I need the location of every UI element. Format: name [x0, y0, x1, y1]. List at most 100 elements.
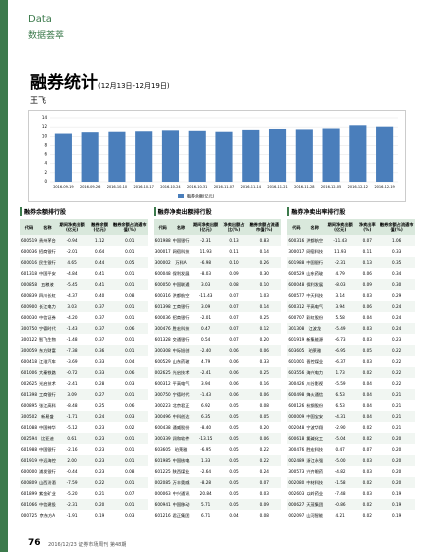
cell: 000858	[20, 279, 38, 290]
cell: 0.25	[94, 403, 105, 408]
row: 002603 以岭药业 -7.48 0.03 0.19	[287, 488, 415, 499]
cell: 600707	[288, 315, 305, 320]
cell: 以岭药业	[306, 490, 324, 496]
legend-swatch	[178, 194, 184, 198]
cell: 6.53	[335, 403, 345, 408]
x-tick-label: 2016-11-21	[267, 185, 287, 189]
cell: -6.73	[334, 337, 346, 342]
cell: 0.07	[247, 477, 282, 488]
cell: 600312	[287, 301, 306, 312]
cell: -13.15	[190, 433, 221, 444]
cell: 0.02	[356, 433, 379, 444]
cell: 0.29	[392, 293, 402, 298]
cell: 002625	[153, 367, 172, 378]
cell: 0.10	[220, 257, 248, 268]
cell: 1.06	[378, 235, 416, 246]
column-header: 融券余额(亿元)	[87, 219, 112, 235]
cell: 3.14	[335, 293, 345, 298]
column-header: 净卖出率(%)	[356, 219, 379, 235]
bar	[322, 128, 340, 182]
cell: 平高电气	[172, 380, 190, 386]
row: 300017 网宿科技 11.93 0.11 0.33	[287, 246, 415, 257]
bar	[54, 133, 72, 182]
row: 600312 平高电气 3.94 0.06 0.24	[287, 301, 416, 312]
cell: 0.03	[356, 323, 379, 334]
cell: 0.07	[220, 323, 248, 334]
row: 300308 中际旭创 -2.40 0.06 0.06	[153, 345, 282, 356]
row: 601006 大秦铁路 -0.72 0.33 0.06	[20, 367, 148, 378]
cell: 五粮液	[38, 279, 57, 290]
table-block: 融券余额排行股 代码 名称 期间净卖出额(亿元) 融券余额(亿元) 融券余额占流通市值(%…	[20, 207, 148, 521]
cell: 0.33	[87, 367, 112, 378]
cell: 0.20	[392, 469, 402, 474]
cell: 0.20	[87, 499, 112, 510]
cell: 0.08	[125, 293, 135, 298]
cell: 0.02	[125, 425, 135, 430]
cell: 20.84	[199, 491, 212, 496]
cell: -11.43	[324, 235, 357, 246]
cell: 1.33	[190, 455, 221, 466]
cell: 中天科技	[306, 292, 324, 298]
cell: 600016	[20, 257, 38, 268]
row: 600809 山西汾酒 -7.59 0.22 0.01	[20, 477, 148, 488]
cell: 0.05	[356, 345, 379, 356]
section: Data	[28, 14, 52, 25]
row: 300502 新易盛 -1.71 0.24 0.03	[20, 411, 148, 422]
cell: 600000	[21, 469, 37, 474]
cell: 0.36	[87, 345, 112, 356]
row: 301308 江波龙 -5.49 0.03 0.24	[287, 323, 416, 334]
cell: 0.01	[111, 433, 148, 444]
row: 600126 杭钢股份 6.53 0.04 0.21	[287, 400, 415, 411]
x-tick-label: 2016-10-24	[160, 185, 181, 189]
cell: 0.22	[259, 447, 269, 452]
cell: 0.09	[356, 279, 379, 290]
row: 600312 平高电气 3.94 0.06 0.16	[154, 378, 282, 389]
cell: 5.58	[335, 315, 345, 320]
cell: 洪都航空	[305, 235, 325, 246]
row: 601899 紫金矿业 -5.20 0.21 0.07	[20, 488, 148, 499]
cell: -7.38	[56, 345, 88, 356]
cell: 招商银行	[172, 314, 190, 320]
column-header: 净卖出额占比(%)	[220, 219, 248, 235]
bar	[349, 125, 367, 182]
cell: 300059	[20, 345, 38, 356]
cell: 600895	[21, 403, 37, 408]
cell: -1.71	[56, 411, 88, 422]
cell: 11.93	[334, 249, 347, 254]
cell: 300496	[153, 411, 172, 422]
cell: 智飞生物	[39, 336, 56, 342]
cell: 600529	[154, 359, 171, 364]
column-header: 期间净卖出额(亿元)	[56, 219, 88, 235]
cell: 0.03	[362, 337, 372, 342]
cell: 张江高科	[39, 402, 56, 408]
row: 601001 晋控煤业 -6.37 0.03 0.22	[287, 356, 415, 367]
cell: 4.79	[335, 271, 345, 276]
cell: 中国核电	[171, 455, 191, 466]
cell: 宁德时代	[38, 323, 57, 334]
row: 600418 江淮汽车 -3.69 0.33 0.04	[20, 356, 148, 367]
row: 000009 中国宝安 -4.31 0.04 0.21	[287, 411, 416, 422]
cell: 0.01	[111, 455, 148, 466]
cell: 0.23	[94, 469, 105, 474]
row: 300750 宁德时代 -1.43 0.37 0.06	[20, 323, 148, 334]
cell: 0.01	[111, 301, 148, 312]
row: 601985 中国核电 1.33 0.05 0.22	[153, 455, 282, 466]
cell: 0.37	[87, 323, 112, 334]
cell: 600438	[154, 425, 171, 430]
cell: 中国平安	[39, 270, 56, 276]
cell: 0.37	[94, 315, 105, 320]
row: 600529 山东药玻 4.79 0.06 0.33	[154, 356, 282, 367]
cell: 4.65	[56, 257, 88, 268]
cell: 601006	[20, 367, 38, 378]
cell: 600316	[287, 235, 306, 246]
table-title: 融券余额排行股	[20, 207, 148, 216]
cell: -4.20	[66, 315, 78, 320]
cell: 1.12	[87, 235, 112, 246]
cell: 000063	[154, 491, 171, 496]
cell: 0.33	[392, 249, 402, 254]
cell: 宁波华翔	[306, 424, 324, 430]
row: 600577 中天科技 3.14 0.03 0.29	[287, 290, 415, 301]
cell: 0.23	[87, 433, 112, 444]
legend-label: 融券余额(亿元)	[187, 193, 215, 199]
cell: 0.21	[392, 403, 402, 408]
